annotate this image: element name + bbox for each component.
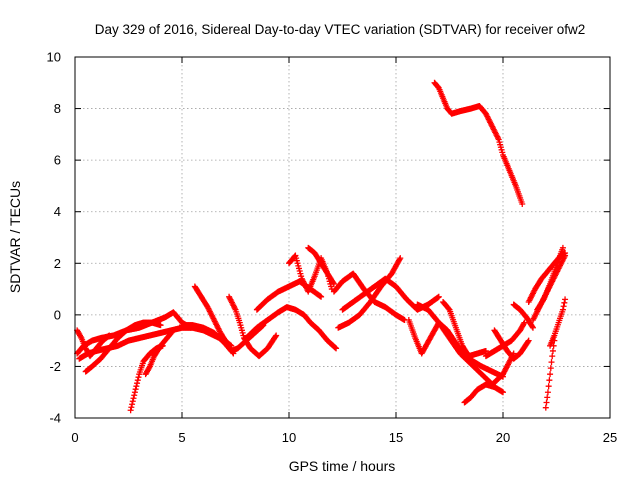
data-point [545, 383, 552, 390]
data-point [129, 398, 136, 405]
series-track-27 [542, 337, 558, 411]
data-point [134, 380, 141, 387]
data-point [169, 328, 176, 335]
chart-title: Day 329 of 2016, Sidereal Day-to-day VTE… [95, 22, 585, 37]
data-point [77, 333, 84, 340]
data-point [529, 324, 536, 331]
data-point [544, 394, 551, 401]
y-tick-label: 4 [54, 204, 61, 219]
data-point [131, 392, 138, 399]
data-point [549, 347, 556, 354]
data-point [157, 322, 164, 329]
y-axis-label: SDTVAR / TECUs [7, 181, 23, 293]
axis-ticks [74, 56, 611, 419]
data-point [170, 327, 177, 334]
data-point [482, 347, 489, 354]
data-point [127, 407, 134, 414]
y-tick-label: 2 [54, 256, 61, 271]
data-point [146, 364, 153, 371]
data-point [272, 333, 279, 340]
x-axis-label: GPS time / hours [289, 458, 396, 474]
series-track-20 [461, 381, 506, 406]
data-point [561, 299, 568, 306]
data-point [524, 338, 531, 345]
series-track-19 [440, 298, 489, 360]
data-point [519, 200, 526, 207]
data-point [520, 320, 527, 327]
series-track-3 [82, 319, 164, 375]
grid [75, 57, 610, 418]
data-point [559, 306, 566, 313]
series-track-16 [339, 275, 442, 313]
x-axis-tick-labels: 0 5 10 15 20 25 [71, 430, 617, 445]
series-track-26 [534, 244, 566, 313]
data-point [229, 349, 236, 356]
y-tick-label: 6 [54, 153, 61, 168]
data-point [106, 332, 113, 339]
data-point [132, 386, 139, 393]
data-point [547, 371, 554, 378]
data-point [129, 401, 136, 408]
y-tick-label: -2 [49, 359, 61, 374]
data-point [435, 293, 442, 300]
data-point [529, 323, 536, 330]
data-point [330, 279, 337, 286]
y-axis-tick-labels: -4 -2 0 2 4 6 8 10 [47, 50, 61, 426]
data-point [547, 365, 554, 372]
series-track-9 [226, 293, 280, 360]
x-tick-label: 20 [496, 430, 510, 445]
data-point [130, 395, 137, 402]
data-series [74, 79, 569, 414]
series-track-8 [191, 283, 237, 357]
data-point [318, 293, 325, 300]
x-tick-label: 25 [603, 430, 617, 445]
series-track-5 [127, 342, 166, 414]
data-point [548, 359, 555, 366]
data-point [562, 296, 569, 303]
data-point [230, 350, 237, 357]
plot-area-frame [74, 56, 611, 419]
data-point [273, 332, 280, 339]
data-point [542, 404, 549, 411]
data-point [546, 377, 553, 384]
x-tick-label: 5 [178, 430, 185, 445]
data-point [560, 303, 567, 310]
data-point [549, 353, 556, 360]
data-point [397, 255, 404, 262]
data-point [128, 404, 135, 411]
series-track-13 [305, 244, 337, 287]
data-point [559, 244, 566, 251]
data-point [396, 256, 403, 263]
data-point [134, 377, 141, 384]
series-track-23 [510, 301, 536, 331]
series-track-29 [431, 79, 526, 207]
y-tick-label: 0 [54, 307, 61, 322]
data-point [330, 280, 337, 287]
y-tick-label: -4 [49, 411, 61, 426]
series-track-4 [74, 327, 113, 360]
data-point [543, 399, 550, 406]
data-point [500, 389, 506, 396]
series-track-10 [243, 304, 340, 352]
data-point [135, 374, 142, 381]
x-tick-label: 15 [389, 430, 403, 445]
data-point [131, 389, 138, 396]
x-tick-label: 10 [282, 430, 296, 445]
data-point [333, 345, 340, 352]
y-tick-label: 8 [54, 101, 61, 116]
data-point [544, 389, 551, 396]
x-tick-label: 0 [71, 430, 78, 445]
series-track-22 [491, 327, 532, 362]
data-point [525, 337, 532, 344]
series-track-6 [142, 327, 177, 378]
series-track-28 [547, 296, 569, 349]
y-tick-label: 10 [47, 50, 61, 65]
data-point [133, 383, 140, 390]
